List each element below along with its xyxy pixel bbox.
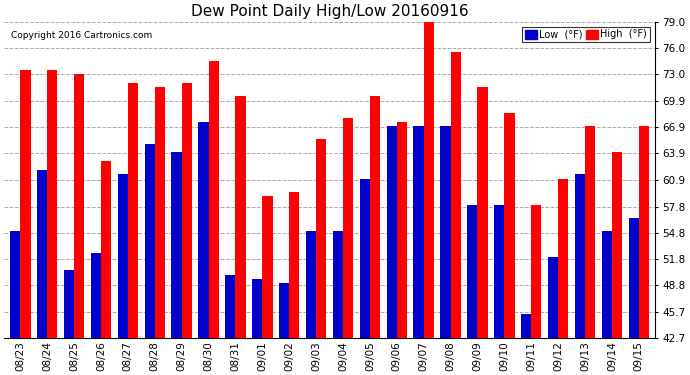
Bar bbox=[629, 218, 639, 338]
Bar bbox=[74, 74, 84, 338]
Bar bbox=[316, 140, 326, 338]
Bar bbox=[386, 126, 397, 338]
Bar bbox=[531, 205, 542, 338]
Bar bbox=[558, 178, 569, 338]
Bar bbox=[47, 70, 57, 338]
Bar bbox=[118, 174, 128, 338]
Bar bbox=[171, 153, 181, 338]
Bar bbox=[235, 96, 246, 338]
Bar bbox=[101, 161, 111, 338]
Bar bbox=[612, 153, 622, 338]
Bar bbox=[37, 170, 47, 338]
Bar bbox=[359, 178, 370, 338]
Bar bbox=[262, 196, 273, 338]
Bar bbox=[91, 253, 101, 338]
Bar bbox=[521, 314, 531, 338]
Bar bbox=[252, 279, 262, 338]
Bar bbox=[494, 205, 504, 338]
Bar bbox=[467, 205, 477, 338]
Bar bbox=[451, 52, 461, 338]
Bar bbox=[639, 126, 649, 338]
Bar bbox=[64, 270, 74, 338]
Bar bbox=[370, 96, 380, 338]
Bar bbox=[602, 231, 612, 338]
Bar bbox=[20, 70, 30, 338]
Bar bbox=[585, 126, 595, 338]
Bar bbox=[343, 118, 353, 338]
Bar bbox=[128, 83, 138, 338]
Bar bbox=[225, 274, 235, 338]
Bar bbox=[279, 283, 289, 338]
Title: Dew Point Daily High/Low 20160916: Dew Point Daily High/Low 20160916 bbox=[190, 4, 469, 19]
Bar bbox=[575, 174, 585, 338]
Bar bbox=[181, 83, 192, 338]
Bar bbox=[306, 231, 316, 338]
Bar bbox=[397, 122, 407, 338]
Bar bbox=[10, 231, 20, 338]
Bar bbox=[413, 126, 424, 338]
Bar bbox=[208, 61, 219, 338]
Bar bbox=[155, 87, 165, 338]
Bar bbox=[144, 144, 155, 338]
Bar bbox=[424, 22, 434, 338]
Bar bbox=[440, 126, 451, 338]
Bar bbox=[198, 122, 208, 338]
Bar bbox=[289, 192, 299, 338]
Text: Copyright 2016 Cartronics.com: Copyright 2016 Cartronics.com bbox=[10, 31, 152, 40]
Bar bbox=[548, 257, 558, 338]
Bar bbox=[333, 231, 343, 338]
Legend: Low  (°F), High  (°F): Low (°F), High (°F) bbox=[522, 27, 650, 42]
Bar bbox=[477, 87, 488, 338]
Bar bbox=[504, 113, 515, 338]
